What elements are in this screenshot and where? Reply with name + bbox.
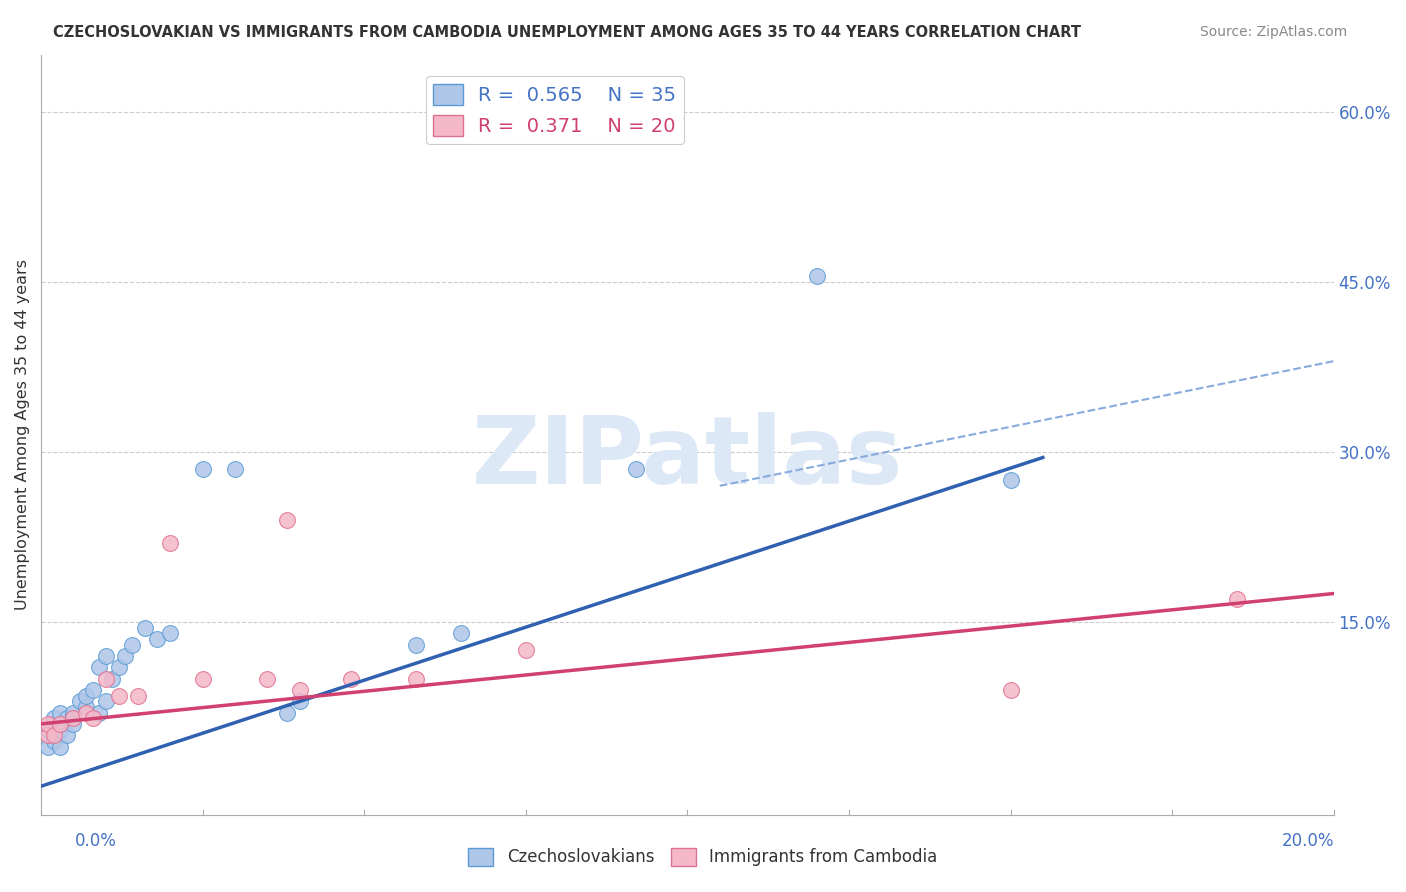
Point xyxy=(37,739,59,754)
Point xyxy=(89,660,111,674)
Point xyxy=(62,706,84,720)
Point xyxy=(159,535,181,549)
Point xyxy=(75,699,97,714)
Y-axis label: Unemployment Among Ages 35 to 44 years: Unemployment Among Ages 35 to 44 years xyxy=(15,260,30,610)
Point xyxy=(146,632,169,646)
Point xyxy=(82,682,104,697)
Point xyxy=(191,672,214,686)
Text: 20.0%: 20.0% xyxy=(1281,832,1334,850)
Point xyxy=(37,728,59,742)
Point xyxy=(62,711,84,725)
Point xyxy=(101,672,124,686)
Point xyxy=(56,728,79,742)
Point xyxy=(1000,682,1022,697)
Point xyxy=(42,734,65,748)
Point xyxy=(89,706,111,720)
Point xyxy=(82,711,104,725)
Point xyxy=(1226,592,1249,607)
Point xyxy=(127,689,149,703)
Point xyxy=(276,706,298,720)
Point xyxy=(62,717,84,731)
Point xyxy=(75,689,97,703)
Point xyxy=(49,717,72,731)
Text: ZIPatlas: ZIPatlas xyxy=(471,411,903,504)
Point xyxy=(49,723,72,737)
Point xyxy=(340,672,363,686)
Point xyxy=(107,660,129,674)
Point xyxy=(515,643,537,657)
Legend: R =  0.565    N = 35, R =  0.371    N = 20: R = 0.565 N = 35, R = 0.371 N = 20 xyxy=(426,76,683,144)
Point xyxy=(121,638,143,652)
Text: 0.0%: 0.0% xyxy=(75,832,117,850)
Point xyxy=(49,739,72,754)
Point xyxy=(405,638,427,652)
Point xyxy=(94,694,117,708)
Point xyxy=(37,717,59,731)
Text: Source: ZipAtlas.com: Source: ZipAtlas.com xyxy=(1199,25,1347,39)
Point xyxy=(450,626,472,640)
Point xyxy=(42,728,65,742)
Point xyxy=(224,462,246,476)
Point xyxy=(94,648,117,663)
Point xyxy=(94,672,117,686)
Point xyxy=(288,694,311,708)
Point xyxy=(191,462,214,476)
Point xyxy=(42,711,65,725)
Point xyxy=(49,706,72,720)
Text: CZECHOSLOVAKIAN VS IMMIGRANTS FROM CAMBODIA UNEMPLOYMENT AMONG AGES 35 TO 44 YEA: CZECHOSLOVAKIAN VS IMMIGRANTS FROM CAMBO… xyxy=(53,25,1081,40)
Point xyxy=(69,694,91,708)
Point xyxy=(107,689,129,703)
Point xyxy=(134,621,156,635)
Point xyxy=(159,626,181,640)
Point xyxy=(114,648,136,663)
Point xyxy=(37,723,59,737)
Point xyxy=(256,672,278,686)
Legend: Czechoslovakians, Immigrants from Cambodia: Czechoslovakians, Immigrants from Cambod… xyxy=(461,841,945,873)
Point xyxy=(405,672,427,686)
Point xyxy=(1000,473,1022,487)
Point xyxy=(624,462,647,476)
Point xyxy=(806,269,828,284)
Point xyxy=(75,706,97,720)
Point xyxy=(276,513,298,527)
Point xyxy=(288,682,311,697)
Point xyxy=(56,711,79,725)
